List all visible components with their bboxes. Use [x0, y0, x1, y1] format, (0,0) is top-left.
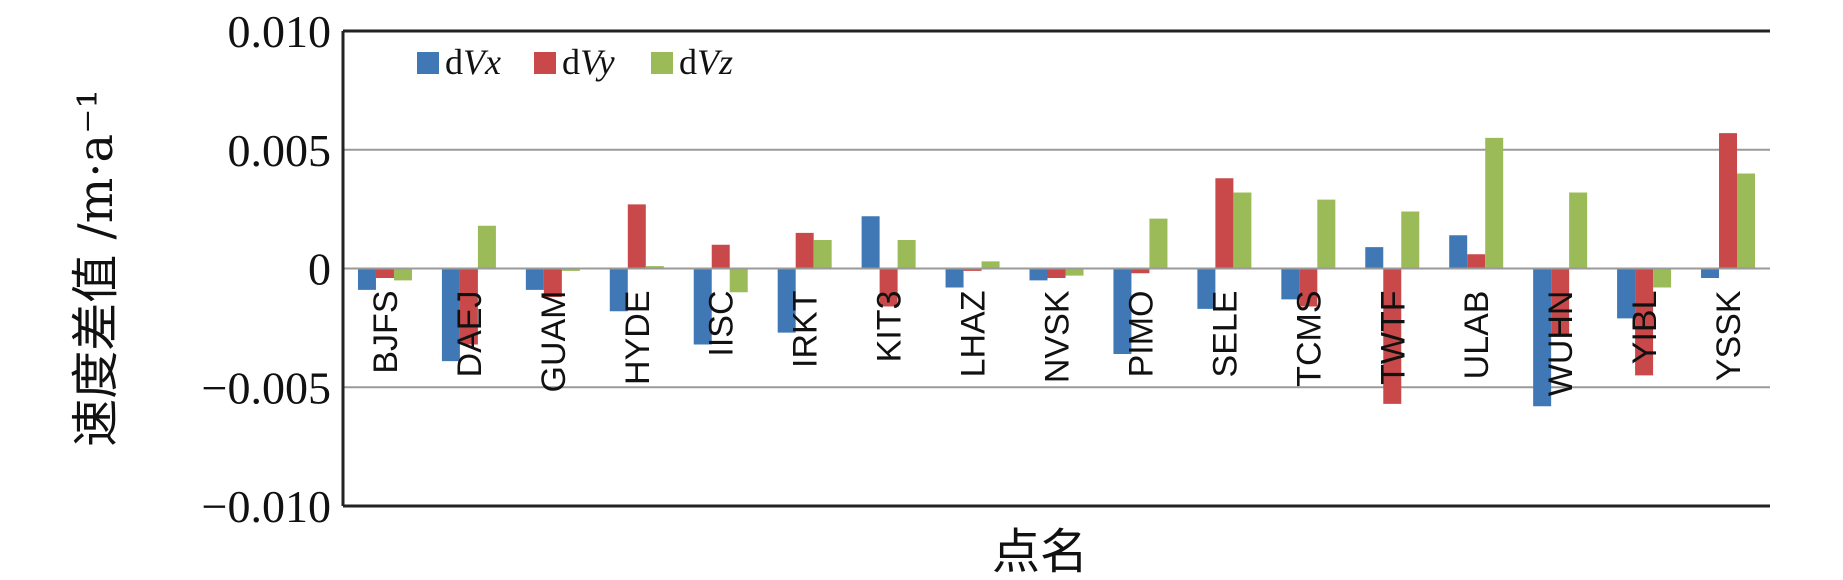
- y-tick-label: 0.005: [228, 125, 332, 176]
- bar-dvz-irkt: [813, 240, 832, 269]
- bar-dvy-sele: [1215, 178, 1234, 269]
- y-tick-label: −0.010: [202, 481, 331, 532]
- category-label: TWTF: [1374, 291, 1412, 385]
- category-label: IRKT: [787, 291, 825, 368]
- bar-dvy-bjfs: [375, 268, 394, 278]
- bar-dvx-twtf: [1365, 247, 1384, 269]
- category-label: NVSK: [1039, 290, 1077, 383]
- bar-dvy-yssk: [1719, 133, 1738, 269]
- bar-dvx-yssk: [1701, 268, 1720, 278]
- bar-dvz-tcms: [1317, 199, 1336, 269]
- bar-dvx-wuhn: [1533, 268, 1552, 407]
- bar-dvz-pimo: [1149, 218, 1168, 269]
- y-tick-labels: 0.010 0.005 0 −0.005 −0.010: [202, 6, 331, 532]
- category-label: LHAZ: [955, 291, 993, 378]
- legend-label-variable: Vy: [580, 42, 615, 82]
- bar-dvx-yibl: [1617, 268, 1636, 319]
- category-label: GUAM: [535, 291, 573, 393]
- bar-dvx-pimo: [1113, 268, 1132, 354]
- bar-dvx-bjfs: [357, 268, 376, 290]
- bar-dvx-irkt: [777, 268, 796, 333]
- y-tick-label: −0.005: [202, 362, 331, 413]
- category-label: DAEJ: [451, 291, 489, 378]
- category-label: BJFS: [367, 291, 405, 374]
- legend-swatch-dvx: [417, 52, 439, 74]
- legend-label-dvy: dVy: [562, 42, 615, 82]
- bar-dvx-daej: [441, 268, 460, 362]
- bar-dvz-yibl: [1653, 268, 1672, 288]
- category-label: YSSK: [1710, 290, 1748, 381]
- category-label: ULAB: [1458, 291, 1496, 380]
- bars: [343, 133, 1770, 407]
- bar-dvx-kit3: [861, 216, 880, 269]
- bar-dvx-nvsk: [1029, 268, 1048, 281]
- legend-label-prefix: d: [679, 42, 697, 82]
- category-labels: BJFS DAEJ GUAM HYDE IISC IRKT KIT3 LHAZ NVSK PIMO…: [367, 290, 1748, 396]
- bar-dvz-hyde: [645, 266, 664, 269]
- legend-label-dvz: dVz: [679, 42, 733, 82]
- bar-dvz-twtf: [1401, 211, 1420, 269]
- category-label: KIT3: [871, 291, 909, 363]
- bar-dvy-lhaz: [963, 268, 982, 271]
- bar-dvx-sele: [1197, 268, 1216, 309]
- bar-dvz-wuhn: [1569, 192, 1588, 269]
- bar-dvz-sele: [1233, 192, 1252, 269]
- bar-dvx-iisc: [693, 268, 712, 345]
- bar-dvz-daej: [477, 225, 496, 269]
- x-axis-title: 点名: [992, 524, 1088, 580]
- bar-dvz-iisc: [729, 268, 748, 293]
- legend: dVx dVy dVz: [417, 42, 733, 82]
- legend-label-prefix: d: [562, 42, 580, 82]
- bar-dvy-daej: [459, 268, 478, 345]
- bar-dvy-kit3: [879, 268, 898, 307]
- bar-dvy-twtf: [1383, 268, 1402, 404]
- bar-dvx-ulab: [1449, 235, 1468, 269]
- bar-dvz-lhaz: [981, 261, 1000, 269]
- bar-dvz-kit3: [897, 240, 916, 269]
- bar-dvz-bjfs: [393, 268, 412, 281]
- bar-dvy-irkt: [795, 232, 814, 269]
- bar-dvx-hyde: [609, 268, 628, 312]
- category-label: TCMS: [1290, 291, 1328, 387]
- bar-dvy-tcms: [1299, 268, 1318, 307]
- bar-dvz-guam: [561, 268, 580, 271]
- y-tick-label: 0.010: [228, 6, 332, 57]
- legend-label-variable: Vz: [697, 42, 733, 82]
- bar-dvy-iisc: [711, 244, 730, 269]
- category-label: YIBL: [1626, 291, 1664, 365]
- bar-dvz-nvsk: [1065, 268, 1084, 276]
- bar-dvx-lhaz: [945, 268, 964, 288]
- bar-dvz-yssk: [1737, 173, 1756, 269]
- y-axis-title: 速度差值 /m·a⁻¹: [68, 89, 124, 446]
- category-label: WUHN: [1542, 291, 1580, 397]
- legend-label-dvx: dVx: [445, 42, 501, 82]
- bar-dvy-ulab: [1467, 254, 1486, 269]
- bar-dvy-hyde: [627, 204, 646, 269]
- bar-dvz-ulab: [1485, 137, 1504, 269]
- legend-swatch-dvz: [651, 52, 673, 74]
- category-label: HYDE: [619, 291, 657, 385]
- category-label: SELE: [1206, 291, 1244, 378]
- bar-dvy-wuhn: [1551, 268, 1570, 335]
- y-tick-label: 0: [308, 244, 331, 295]
- bar-dvy-yibl: [1635, 268, 1654, 376]
- category-label: IISC: [703, 291, 741, 357]
- legend-swatch-dvy: [534, 52, 556, 74]
- legend-label-variable: Vx: [463, 42, 501, 82]
- bar-dvy-nvsk: [1047, 268, 1066, 278]
- bar-dvy-pimo: [1131, 268, 1150, 274]
- category-label: PIMO: [1122, 291, 1160, 378]
- bar-dvx-tcms: [1281, 268, 1300, 300]
- bar-dvy-guam: [543, 268, 562, 297]
- bar-dvx-guam: [525, 268, 544, 290]
- legend-label-prefix: d: [445, 42, 463, 82]
